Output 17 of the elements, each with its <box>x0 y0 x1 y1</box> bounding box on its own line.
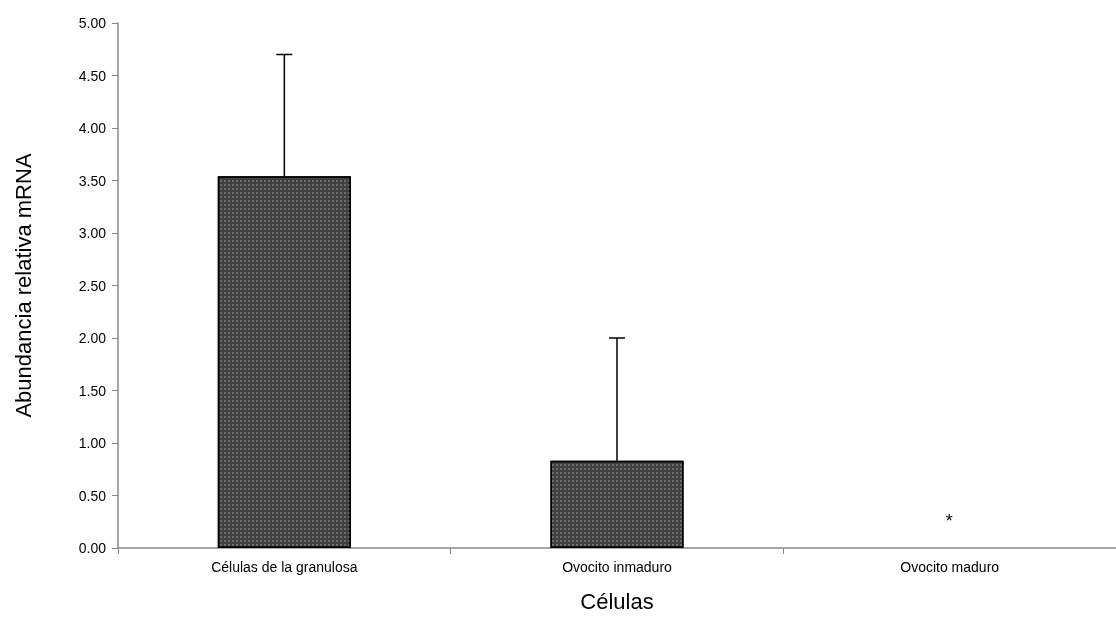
x-tick-label: Ovocito maduro <box>900 559 1000 575</box>
x-tick-label: Células de la granulosa <box>211 559 358 575</box>
y-tick-label: 3.00 <box>78 225 107 241</box>
x-tick-label: Ovocito inmaduro <box>562 559 673 575</box>
y-tick-label: 2.50 <box>78 277 107 294</box>
y-tick-label: 1.50 <box>78 382 107 399</box>
y-tick-label: 2.00 <box>78 330 107 346</box>
y-tick-label: 4.50 <box>78 67 107 84</box>
y-tick-label: 4.00 <box>78 120 107 136</box>
y-tick-label: 0.50 <box>78 487 107 504</box>
y-tick-label: 1.00 <box>78 435 107 451</box>
y-tick-label: 3.50 <box>78 172 107 189</box>
x-axis-title: Células <box>580 588 654 614</box>
y-tick-label: 5.00 <box>78 15 107 31</box>
annotation: * <box>945 511 953 531</box>
y-axis-title: Abundancia relativa mRNA <box>10 153 36 418</box>
y-tick-label: 0.00 <box>78 540 107 556</box>
